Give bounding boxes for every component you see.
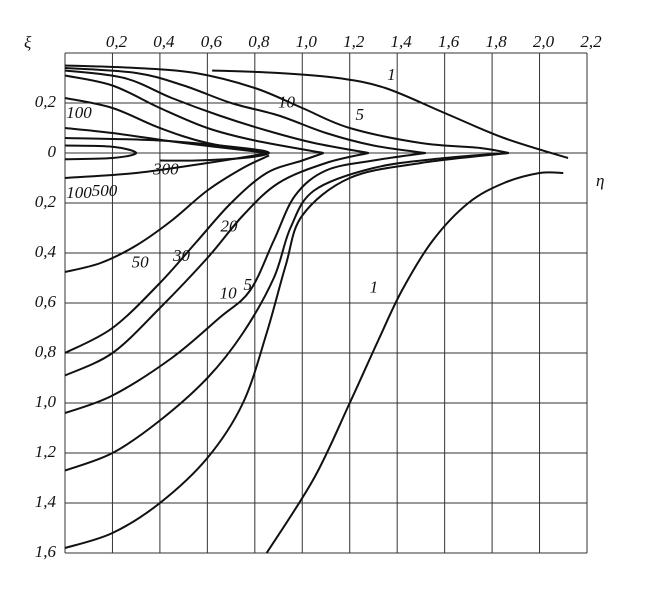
x-tick-label: 1,0 [296,32,318,51]
y-tick-label: 0,2 [35,192,57,211]
contour-line [64,69,369,154]
contour-label: 1 [387,65,396,84]
contour-label: 5 [355,105,364,124]
contour-line [64,152,426,414]
contour-line [64,144,138,161]
x-tick-label: 1,6 [438,32,460,51]
contour-label: 50 [132,252,150,271]
y-tick-label: 0,8 [35,342,57,361]
contour-line [64,154,270,273]
x-tick-label: 1,8 [485,32,507,51]
contour-line [64,152,509,472]
y-tick-label: 0,4 [35,242,57,261]
y-tick-label: 0,2 [35,92,57,111]
contour-label: 100 [66,103,92,122]
y-tick-label: 1,2 [35,442,57,461]
x-axis-label: η [596,171,604,190]
contour-line [64,127,270,154]
contour-line [64,152,369,377]
y-tick-label: 0 [48,142,57,161]
contour-line [64,152,270,179]
x-tick-label: 0,8 [248,32,270,51]
x-tick-label: 2,2 [580,32,602,51]
contour-line [64,64,509,154]
contour-label: 20 [220,216,238,235]
contour-label: 100 [66,183,92,202]
contour-label: 10 [220,283,238,302]
x-tick-label: 0,6 [201,32,223,51]
contour-label: 1 [370,277,379,296]
x-tick-label: 1,2 [343,32,365,51]
contour-line [64,152,509,549]
contour-line [265,171,564,554]
contour-label: 30 [172,246,191,265]
y-tick-label: 1,0 [35,392,57,411]
x-tick-label: 0,4 [153,32,175,51]
x-tick-label: 1,4 [391,32,413,51]
x-tick-label: 2,0 [533,32,555,51]
contour-line [64,67,426,154]
contour-label: 5 [244,275,253,294]
contour-line [64,152,324,354]
y-tick-label: 0,6 [35,292,57,311]
x-tick-label: 0,2 [106,32,128,51]
contour-line [212,69,569,159]
contour-label: 10 [278,92,296,111]
y-axis-label: ξ [24,33,32,52]
y-tick-label: 1,4 [35,492,57,511]
contour-label: 500 [92,181,118,200]
contour-line [64,97,270,154]
contour-line [64,74,324,154]
y-tick-label: 1,6 [35,542,57,561]
